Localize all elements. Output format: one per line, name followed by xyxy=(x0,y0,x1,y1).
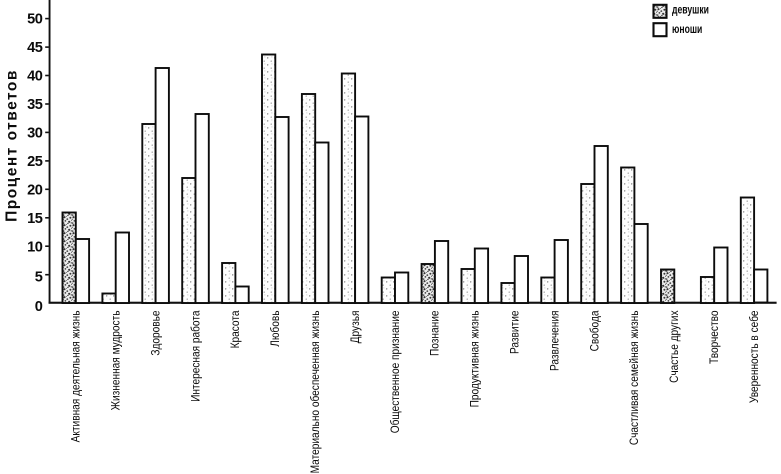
svg-text:40: 40 xyxy=(27,69,43,85)
svg-text:15: 15 xyxy=(27,211,43,227)
svg-text:Счастливая семейная жизнь: Счастливая семейная жизнь xyxy=(629,310,642,445)
svg-text:10: 10 xyxy=(27,239,43,255)
svg-text:Здоровье: Здоровье xyxy=(150,311,163,356)
svg-text:Интересная работа: Интересная работа xyxy=(190,310,203,402)
svg-text:Творчество: Творчество xyxy=(708,311,721,365)
svg-text:0: 0 xyxy=(35,299,43,315)
svg-text:Счастье других: Счастье других xyxy=(669,310,682,383)
svg-text:Красота: Красота xyxy=(230,310,243,349)
svg-text:Процент ответов: Процент ответов xyxy=(4,69,21,222)
svg-text:5: 5 xyxy=(35,269,43,285)
svg-text:30: 30 xyxy=(27,126,43,142)
svg-text:Продуктивная жизнь: Продуктивная жизнь xyxy=(469,310,482,407)
svg-text:Развитие: Развитие xyxy=(509,311,522,355)
svg-text:Активная деятельная жизнь: Активная деятельная жизнь xyxy=(70,310,83,442)
svg-text:Познание: Познание xyxy=(429,311,442,357)
svg-text:юноши: юноши xyxy=(672,24,702,36)
svg-text:50: 50 xyxy=(27,12,43,28)
svg-text:Свобода: Свобода xyxy=(589,310,602,352)
svg-text:девушки: девушки xyxy=(672,4,709,16)
svg-text:Друзья: Друзья xyxy=(349,310,362,343)
svg-text:20: 20 xyxy=(27,182,43,198)
svg-text:35: 35 xyxy=(27,97,43,113)
svg-text:Жизненная мудрость: Жизненная мудрость xyxy=(110,310,123,410)
svg-text:Развлечения: Развлечения xyxy=(549,310,562,371)
svg-text:25: 25 xyxy=(27,154,43,170)
svg-text:Уверенность в себе: Уверенность в себе xyxy=(748,311,761,404)
svg-text:45: 45 xyxy=(27,40,43,56)
svg-text:Любовь: Любовь xyxy=(270,310,283,347)
svg-text:Общественное признание: Общественное признание xyxy=(389,311,402,434)
svg-text:Материально обеспеченная жизнь: Материально обеспеченная жизнь xyxy=(309,310,322,473)
